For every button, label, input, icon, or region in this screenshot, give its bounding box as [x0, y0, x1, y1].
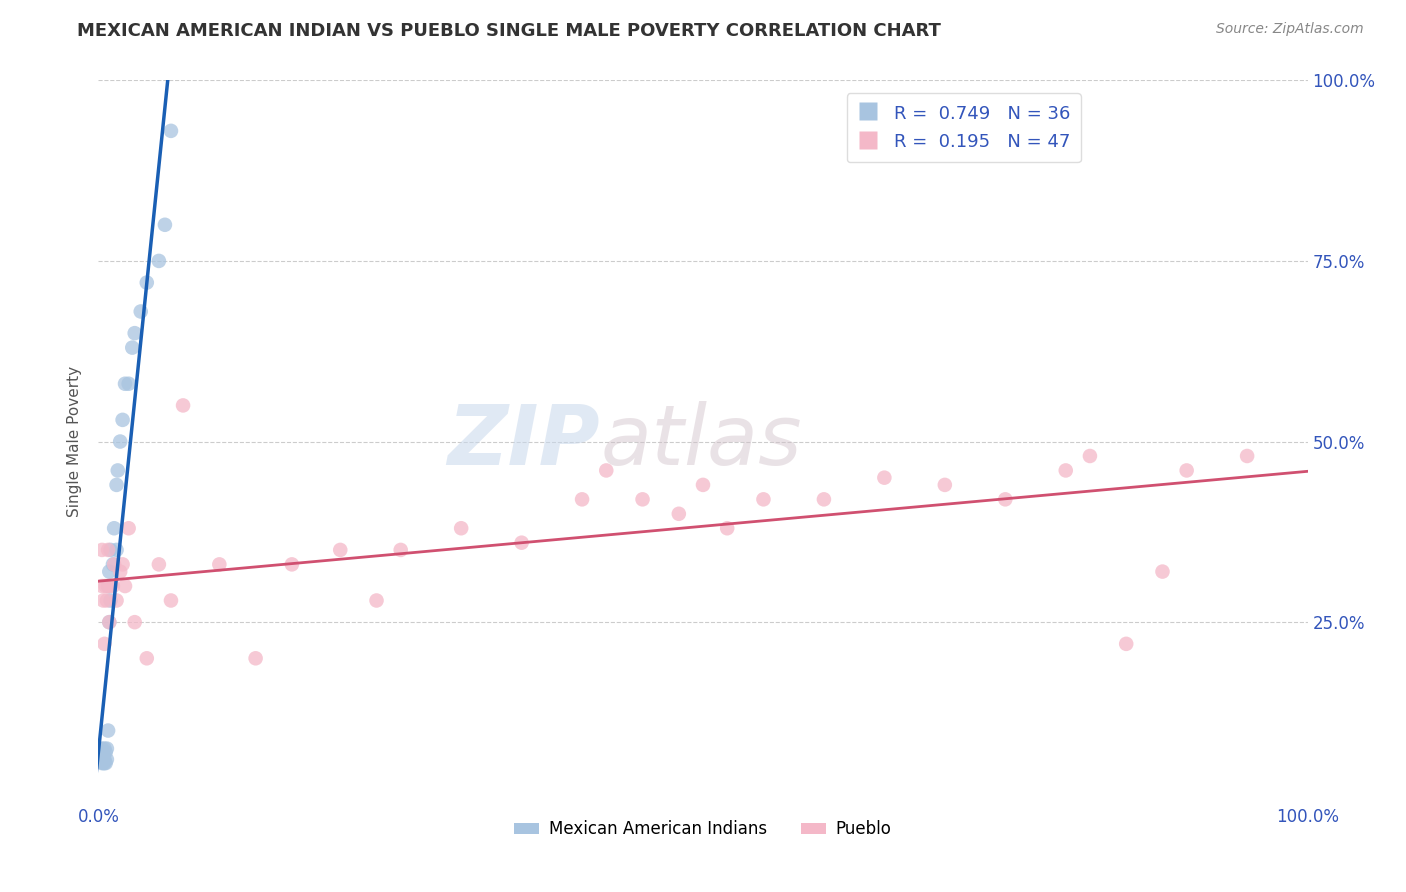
Point: [96, 741, 118, 756]
Point: [135, 651, 157, 665]
Point: [98, 615, 121, 630]
Point: [752, 492, 775, 507]
Point: [1152, 565, 1174, 579]
Point: [97, 723, 120, 738]
Text: atlas: atlas: [600, 401, 801, 482]
Point: [111, 558, 134, 572]
Point: [100, 579, 122, 593]
Point: [91, 752, 114, 766]
Point: [934, 478, 956, 492]
Point: [105, 593, 128, 607]
Point: [101, 579, 124, 593]
Point: [692, 478, 714, 492]
Point: [595, 463, 617, 477]
Point: [96, 752, 118, 766]
Point: [129, 304, 152, 318]
Point: [118, 376, 141, 391]
Point: [100, 593, 122, 607]
Point: [94, 745, 117, 759]
Point: [631, 492, 654, 507]
Point: [1078, 449, 1101, 463]
Point: [389, 542, 412, 557]
Point: [450, 521, 472, 535]
Point: [91, 741, 114, 756]
Point: [91, 756, 114, 770]
Point: [96, 593, 118, 607]
Point: [107, 463, 129, 477]
Text: ZIP: ZIP: [447, 401, 600, 482]
Point: [108, 565, 131, 579]
Y-axis label: Single Male Poverty: Single Male Poverty: [67, 366, 83, 517]
Point: [91, 579, 114, 593]
Point: [101, 558, 124, 572]
Point: [208, 558, 231, 572]
Point: [124, 615, 146, 630]
Point: [124, 326, 146, 340]
Point: [103, 521, 125, 535]
Point: [153, 218, 176, 232]
Point: [148, 253, 170, 268]
Point: [103, 558, 125, 572]
Point: [108, 434, 131, 449]
Point: [105, 542, 128, 557]
Point: [716, 521, 738, 535]
Point: [510, 535, 533, 549]
Point: [571, 492, 593, 507]
Point: [135, 276, 157, 290]
Point: [160, 593, 183, 607]
Point: [93, 752, 115, 766]
Point: [994, 492, 1017, 507]
Point: [100, 542, 122, 557]
Point: [94, 579, 117, 593]
Text: MEXICAN AMERICAN INDIAN VS PUEBLO SINGLE MALE POVERTY CORRELATION CHART: MEXICAN AMERICAN INDIAN VS PUEBLO SINGLE…: [77, 22, 941, 40]
Point: [98, 615, 121, 630]
Point: [813, 492, 835, 507]
Point: [91, 745, 114, 759]
Point: [93, 741, 115, 756]
Point: [118, 521, 141, 535]
Point: [111, 413, 134, 427]
Point: [366, 593, 388, 607]
Legend: Mexican American Indians, Pueblo: Mexican American Indians, Pueblo: [508, 814, 898, 845]
Point: [98, 565, 121, 579]
Point: [97, 579, 120, 593]
Point: [91, 748, 114, 763]
Point: [105, 478, 128, 492]
Point: [91, 748, 114, 763]
Point: [1054, 463, 1077, 477]
Point: [91, 756, 114, 770]
Point: [91, 593, 114, 607]
Point: [1175, 463, 1198, 477]
Point: [114, 579, 136, 593]
Point: [97, 542, 120, 557]
Point: [160, 124, 183, 138]
Point: [281, 558, 304, 572]
Point: [329, 542, 352, 557]
Point: [172, 398, 194, 412]
Point: [245, 651, 267, 665]
Point: [91, 542, 114, 557]
Point: [1236, 449, 1258, 463]
Point: [148, 558, 170, 572]
Point: [873, 470, 896, 484]
Point: [93, 637, 115, 651]
Point: [114, 376, 136, 391]
Text: Source: ZipAtlas.com: Source: ZipAtlas.com: [1216, 22, 1364, 37]
Point: [1115, 637, 1137, 651]
Point: [94, 756, 117, 770]
Point: [121, 341, 143, 355]
Point: [97, 579, 120, 593]
Point: [668, 507, 690, 521]
Point: [93, 756, 115, 770]
